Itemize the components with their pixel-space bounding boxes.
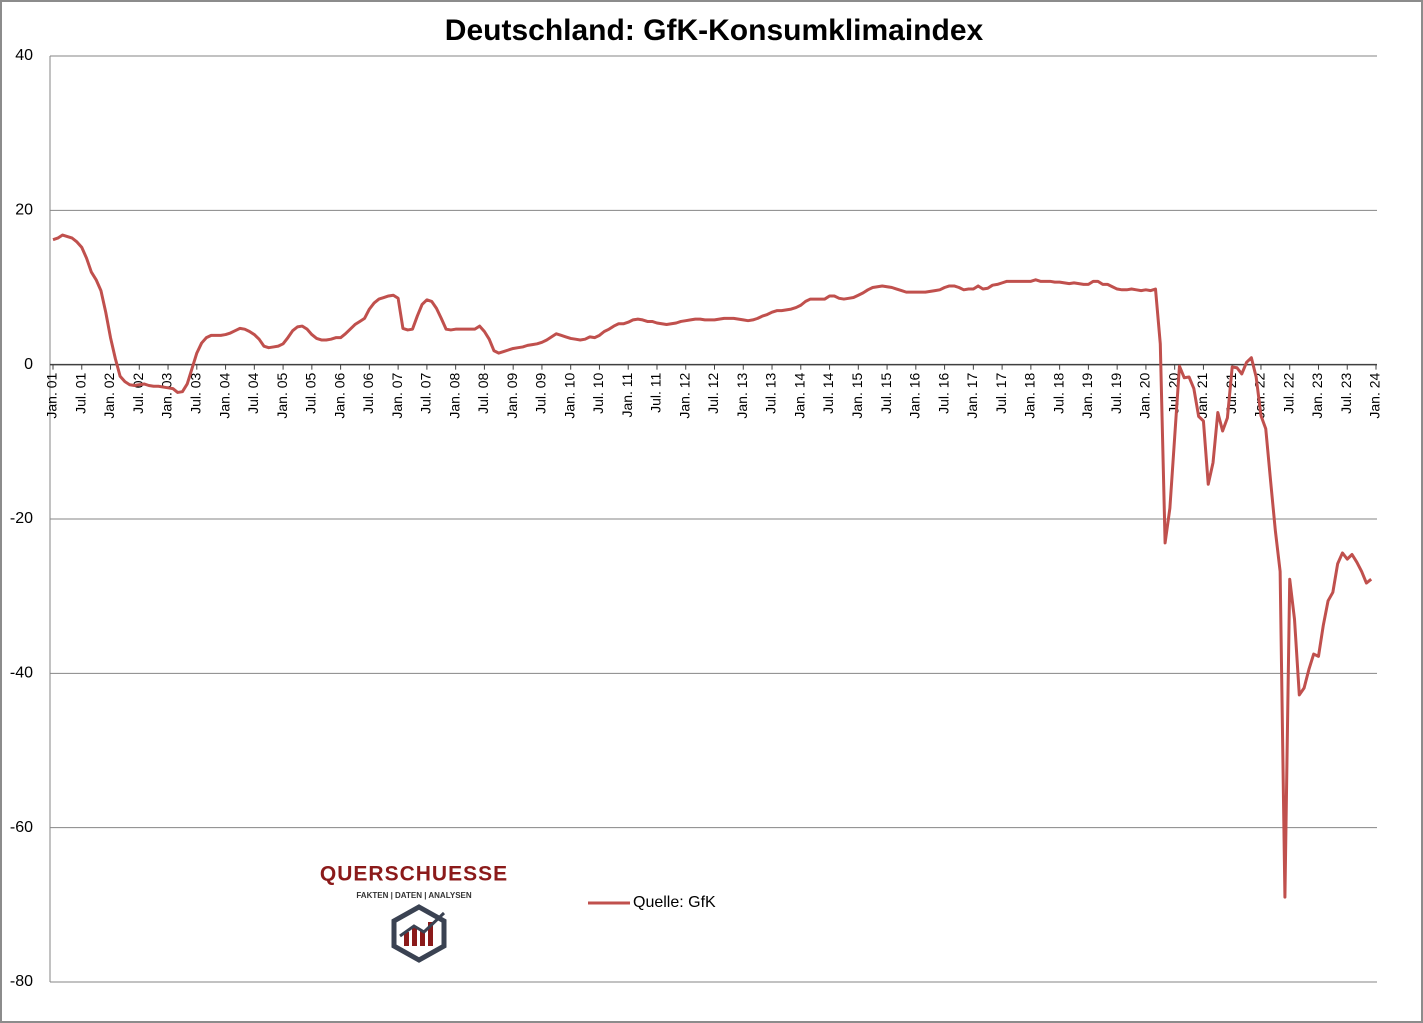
y-tick-label: 40 xyxy=(15,47,33,64)
x-tick-label: Jan. 07 xyxy=(389,372,405,418)
x-tick-label: Jan. 04 xyxy=(216,372,232,418)
x-tick-label: Jan. 16 xyxy=(907,372,923,418)
x-tick-label: Jul. 02 xyxy=(130,372,146,413)
y-tick-label: 0 xyxy=(24,356,33,373)
x-tick-label: Jan. 23 xyxy=(1309,372,1325,418)
x-tick-label: Jul. 13 xyxy=(763,372,779,413)
x-tick-label: Jan. 06 xyxy=(331,372,347,418)
logo-bar xyxy=(404,932,409,946)
x-tick-label: Jul. 23 xyxy=(1338,372,1354,413)
x-tick-label: Jul. 17 xyxy=(993,372,1009,413)
logo-icon xyxy=(391,904,447,963)
x-tick-label: Jul. 05 xyxy=(303,372,319,413)
x-tick-label: Jul. 10 xyxy=(590,372,606,413)
x-tick-label: Jan. 10 xyxy=(561,372,577,418)
x-tick-label: Jan. 12 xyxy=(676,372,692,418)
logo-arrow xyxy=(399,911,446,938)
chart-title: Deutschland: GfK-Konsumklimaindex xyxy=(445,14,984,47)
x-tick-label: Jul. 09 xyxy=(533,372,549,413)
legend-label: Quelle: GfK xyxy=(633,894,716,911)
x-tick-label: Jan. 09 xyxy=(504,372,520,418)
x-tick-label: Jan. 11 xyxy=(619,372,635,417)
y-tick-label: -60 xyxy=(10,819,33,836)
x-tick-label: Jan. 02 xyxy=(101,372,117,418)
x-tick-label: Jan. 08 xyxy=(446,372,462,418)
x-tick-label: Jul. 03 xyxy=(188,372,204,413)
x-tick-label: Jul. 18 xyxy=(1050,372,1066,413)
x-tick-label: Jul. 07 xyxy=(418,372,434,413)
x-tick-label: Jan. 15 xyxy=(849,372,865,418)
x-tick-label: Jan. 01 xyxy=(44,372,60,418)
x-tick-label: Jan. 13 xyxy=(734,372,750,418)
logo-tagline: FAKTEN | DATEN | ANALYSEN xyxy=(356,891,472,900)
x-tick-label: Jan. 20 xyxy=(1137,372,1153,418)
y-tick-label: -40 xyxy=(10,665,33,682)
x-tick-label: Jan. 24 xyxy=(1367,372,1383,418)
x-tick-label: Jul. 22 xyxy=(1280,372,1296,413)
x-tick-label: Jan. 18 xyxy=(1022,372,1038,418)
logo-bar xyxy=(420,930,425,946)
x-tick-label: Jul. 16 xyxy=(935,372,951,413)
y-tick-label: -20 xyxy=(10,510,33,527)
x-tick-label: Jul. 14 xyxy=(820,372,836,413)
x-tick-label: Jan. 14 xyxy=(791,372,807,418)
logo: QUERSCHUESSE FAKTEN | DATEN | ANALYSEN xyxy=(320,863,508,963)
x-tick-label: Jul. 15 xyxy=(878,372,894,413)
series-line xyxy=(52,233,1373,899)
x-tick-label: Jul. 11 xyxy=(648,372,664,412)
x-tick-label: Jan. 17 xyxy=(964,372,980,418)
y-tick-label: -80 xyxy=(10,973,33,990)
logo-brand: QUERSCHUESSE xyxy=(320,863,508,886)
logo-bar xyxy=(428,922,433,946)
logo-bar xyxy=(412,926,417,946)
x-tick-label: Jul. 04 xyxy=(245,372,261,413)
x-tick-label: Jul. 19 xyxy=(1108,372,1124,413)
x-tick-label: Jan. 03 xyxy=(159,372,175,418)
x-tick-label: Jan. 05 xyxy=(274,372,290,418)
x-tick-label: Jan. 19 xyxy=(1079,372,1095,418)
y-tick-label: 20 xyxy=(15,202,33,219)
x-tick-label: Jul. 08 xyxy=(475,372,491,413)
x-tick-label: Jul. 01 xyxy=(72,372,88,413)
x-tick-label: Jul. 06 xyxy=(360,372,376,413)
x-tick-label: Jul. 12 xyxy=(705,372,721,413)
